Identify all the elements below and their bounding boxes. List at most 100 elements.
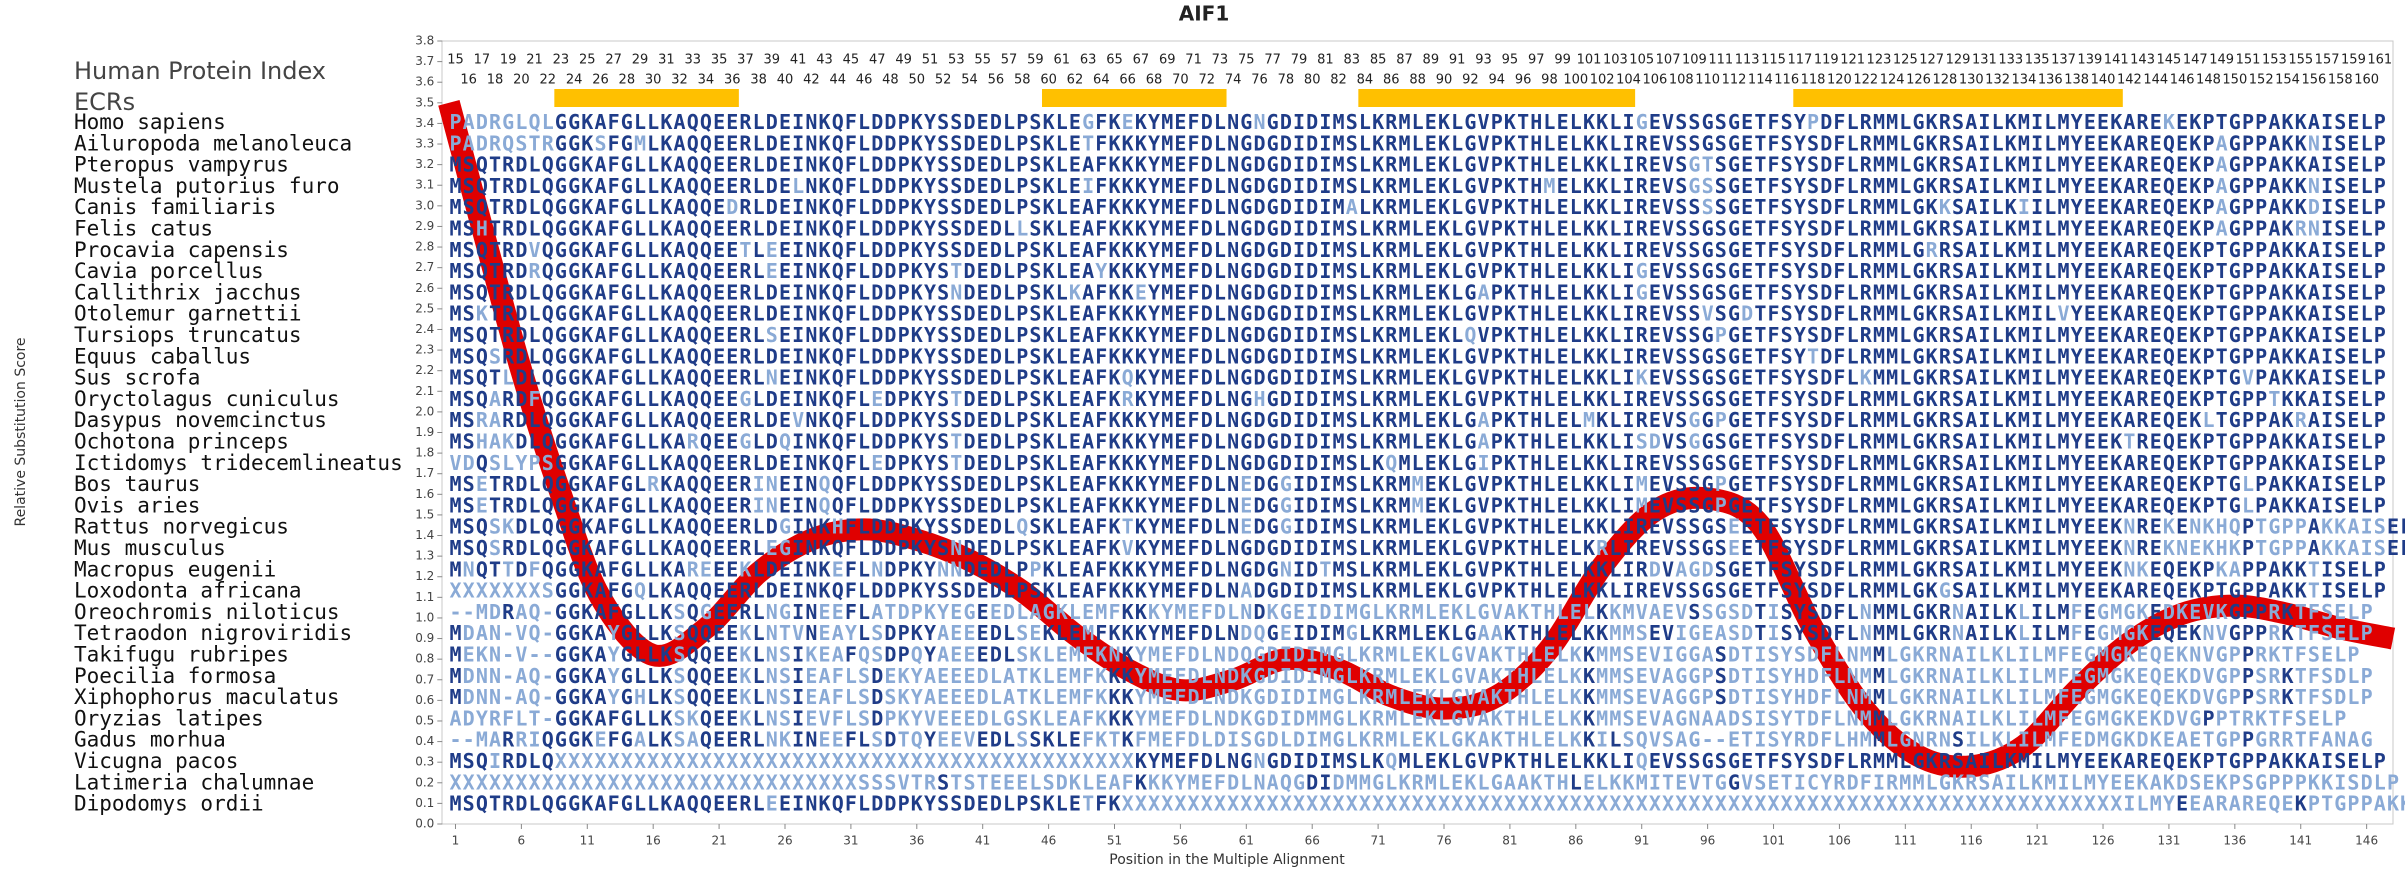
residue-number: 19 <box>500 53 517 68</box>
residue-number: 77 <box>1264 53 1281 68</box>
y-tick-label: 1.9 <box>415 425 434 439</box>
residue-number: 57 <box>1001 53 1018 68</box>
residue-number: 94 <box>1488 73 1505 88</box>
residue-number: 106 <box>1642 73 1667 88</box>
y-tick-label: 0.1 <box>415 796 434 810</box>
y-tick-label: 0.3 <box>415 755 434 769</box>
residue-number: 45 <box>843 53 860 68</box>
residue-number: 17 <box>474 53 491 68</box>
residue-number: 20 <box>513 73 530 88</box>
residue-number: 128 <box>1932 73 1957 88</box>
residue-number: 155 <box>2288 53 2313 68</box>
species-name: Cavia porcellus <box>74 259 264 283</box>
residue-number: 16 <box>460 73 477 88</box>
residue-number: 120 <box>1827 73 1852 88</box>
y-tick-label: 3.7 <box>415 54 434 68</box>
residue-number: 134 <box>2012 73 2037 88</box>
sequence: MDNN-AQ-GGKAYGLLKSQQEEKLNSIEAFLSDEKYAEEE… <box>449 663 2372 687</box>
residue-number: 55 <box>974 53 991 68</box>
residue-number: 43 <box>816 53 833 68</box>
residue-number: 71 <box>1185 53 1202 68</box>
x-tick-label: 16 <box>646 834 661 848</box>
y-tick-label: 0.9 <box>415 631 434 645</box>
x-tick-label: 51 <box>1107 834 1122 848</box>
y-tick-label: 0.2 <box>415 775 434 789</box>
residue-number: 100 <box>1563 73 1588 88</box>
species-name: Oryctolagus cuniculus <box>74 387 340 411</box>
residue-number: 62 <box>1067 73 1084 88</box>
sequence: VDQSLYPSGGKAFGLLKAQQEERLDEINKQFLEDPKYSTD… <box>449 450 2385 474</box>
residue-number: 108 <box>1669 73 1694 88</box>
residue-number: 59 <box>1027 53 1044 68</box>
y-tick-label: 0.5 <box>415 713 434 727</box>
species-name: Canis familiaris <box>74 195 276 219</box>
x-tick-label: 106 <box>1828 834 1851 848</box>
residue-number: 154 <box>2275 73 2300 88</box>
species-name: Ochotona princeps <box>74 430 289 454</box>
y-tick-label: 0.4 <box>415 734 434 748</box>
residue-number: 72 <box>1198 73 1215 88</box>
residue-number: 147 <box>2183 53 2208 68</box>
sequence: --MDRAQ-GGKAFGLLKSQGEERLNGINEEFLATDPKYEG… <box>449 599 2372 623</box>
residue-number: 150 <box>2222 73 2247 88</box>
residue-number: 145 <box>2157 53 2182 68</box>
x-tick-label: 36 <box>909 834 924 848</box>
sequence: --MARRIQGGKEFGALKSAQEERLNKINEEFLSDTQYEEV… <box>449 727 2372 751</box>
x-tick-label: 66 <box>1305 834 1320 848</box>
x-tick-label: 126 <box>2092 834 2115 848</box>
residue-number: 157 <box>2315 53 2340 68</box>
residue-number: 151 <box>2236 53 2261 68</box>
residue-number: 24 <box>566 73 583 88</box>
residue-number: 48 <box>882 73 899 88</box>
sequence: XXXXXXXXXXXXXXXXXXXXXXXXXXXXXXXSSSVTRSTS… <box>449 770 2399 794</box>
residue-number: 91 <box>1449 53 1466 68</box>
y-tick-label: 3.3 <box>415 137 434 151</box>
species-name: Oreochromis niloticus <box>74 600 340 624</box>
residue-number: 103 <box>1603 53 1628 68</box>
sequence: MSHTRDLQGGKAFGLLKAQQEERLDEINKQFLDDPKYSSD… <box>449 216 2385 240</box>
residue-number: 123 <box>1867 53 1892 68</box>
residue-number: 96 <box>1515 73 1532 88</box>
residue-number: 38 <box>750 73 767 88</box>
residue-number: 53 <box>948 53 965 68</box>
y-tick-label: 0.6 <box>415 693 434 707</box>
residue-number: 69 <box>1159 53 1176 68</box>
residue-number: 26 <box>592 73 609 88</box>
residue-number: 50 <box>909 73 926 88</box>
ecr-bar <box>554 89 739 107</box>
y-tick-label: 0.8 <box>415 652 434 666</box>
residue-number: 64 <box>1093 73 1110 88</box>
y-tick-label: 2.1 <box>415 384 434 398</box>
sequence: MSQTRDRQGGKAFGLLKAQQEERLEEINKQFLDDPKYSTD… <box>449 259 2385 283</box>
species-name: Ictidomys tridecemlineatus <box>74 451 403 475</box>
y-tick-label: 1.3 <box>415 549 434 563</box>
residue-number: 115 <box>1761 53 1786 68</box>
residue-number: 124 <box>1880 73 1905 88</box>
sequence: MSRARDLQGGKAFGLLKAQQEERLDEVNKQFLDDPKYSSD… <box>449 408 2385 432</box>
species-name: Bos taurus <box>74 472 200 496</box>
sequence: MSQTRDLQGGKAFGLLKAQQEERLDEINKQFLDDPKYSND… <box>449 280 2385 304</box>
x-tick-label: 56 <box>1173 834 1188 848</box>
species-name: Oryzias latipes <box>74 706 264 730</box>
residue-number: 80 <box>1304 73 1321 88</box>
residue-number: 121 <box>1840 53 1865 68</box>
residue-number: 149 <box>2209 53 2234 68</box>
species-name: Equus caballus <box>74 344 251 368</box>
x-tick-label: 81 <box>1502 834 1517 848</box>
sequence: PADRGLQLGGKAFGLLKAQQEERLDEINKQFLDDPKYSSD… <box>449 110 2385 134</box>
residue-number: 122 <box>1853 73 1878 88</box>
residue-number: 90 <box>1436 73 1453 88</box>
species-name: Loxodonta africana <box>74 579 302 603</box>
y-tick-label: 3.0 <box>415 198 434 212</box>
sequence: MSQTRDLQGGKAFGLLKAQQEERLDELNKQFLDDPKYSSD… <box>449 173 2385 197</box>
residue-number: 136 <box>2038 73 2063 88</box>
residue-number: 114 <box>1748 73 1773 88</box>
score-curve <box>438 99 2396 778</box>
residue-number: 138 <box>2064 73 2089 88</box>
x-tick-label: 111 <box>1894 834 1917 848</box>
residue-number: 143 <box>2130 53 2155 68</box>
y-tick-label: 1.0 <box>415 610 434 624</box>
residue-number: 30 <box>645 73 662 88</box>
x-tick-label: 96 <box>1700 834 1715 848</box>
residue-number: 99 <box>1554 53 1571 68</box>
